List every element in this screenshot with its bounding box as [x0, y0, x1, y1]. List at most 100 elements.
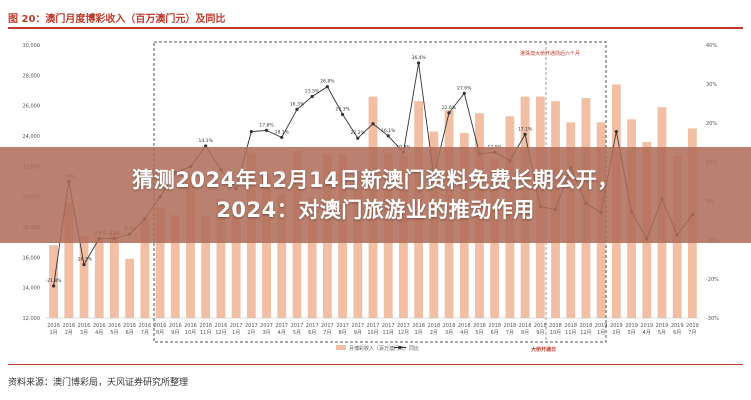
x-tick-month: 9月: [171, 330, 179, 336]
x-tick-month: 5月: [658, 330, 666, 336]
x-tick-month: 4月: [460, 330, 468, 336]
yoy-data-label: -16.3%: [76, 257, 93, 263]
headline-banner: 猜测2024年12月14日新澳门资料免费长期公开， 2024：对澳门旅游业的推动…: [0, 147, 751, 243]
x-tick-month: 1月: [232, 330, 240, 336]
x-tick-year: 2017: [306, 323, 319, 329]
bar: [353, 170, 363, 318]
x-tick-year: 2019: [640, 323, 653, 329]
x-tick-month: 5月: [475, 330, 483, 336]
yoy-point: [614, 129, 618, 134]
x-tick-month: 6月: [673, 330, 681, 336]
x-tick-year: 2017: [291, 323, 304, 329]
y-left-tick-label: 12,000: [23, 316, 41, 322]
x-tick-year: 2018: [458, 323, 471, 329]
x-tick-month: 3月: [80, 330, 88, 336]
x-tick-year: 2018: [427, 323, 440, 329]
x-tick-year: 2018: [534, 323, 547, 329]
x-tick-month: 5月: [293, 330, 301, 336]
yoy-point: [52, 284, 56, 288]
x-tick-month: 1月: [415, 330, 423, 336]
x-tick-year: 2017: [367, 323, 380, 329]
x-tick-month: 4月: [95, 330, 103, 336]
y-right-tick-label: 30%: [706, 82, 717, 88]
x-tick-year: 2016: [154, 323, 167, 329]
x-tick-month: 8月: [521, 330, 529, 336]
yoy-point: [204, 144, 208, 148]
legend-swatch-bar: [336, 345, 346, 350]
yoy-point: [340, 112, 345, 117]
y-right-tick-label: -20%: [706, 277, 719, 283]
x-tick-year: 2018: [488, 323, 501, 329]
bar: [125, 258, 135, 318]
x-tick-month: 3月: [627, 330, 635, 336]
yoy-data-label: 16.3%: [290, 101, 305, 107]
x-tick-year: 2017: [260, 323, 273, 329]
x-tick-year: 2017: [245, 323, 258, 329]
x-tick-month: 2月: [247, 330, 255, 336]
x-tick-year: 2017: [230, 323, 243, 329]
bar: [216, 198, 226, 318]
yoy-point: [417, 61, 421, 65]
legend-label-bar: 月博彩收入（百万澳门元）: [349, 345, 409, 352]
bar: [277, 193, 287, 318]
legend-label-line: 同比: [409, 345, 419, 352]
x-tick-year: 2019: [686, 323, 699, 329]
yoy-data-label: 22.2%: [351, 130, 366, 136]
x-tick-month: 11月: [565, 330, 576, 336]
yoy-point: [386, 134, 390, 138]
bridge-open-label: 大桥开通日: [531, 346, 556, 353]
x-tick-month: 2月: [612, 330, 620, 336]
y-left-tick-label: 16,000: [23, 255, 41, 261]
headline-line-1: 猜测2024年12月14日新澳门资料免费长期公开，: [132, 168, 619, 192]
x-tick-month: 7月: [141, 330, 149, 336]
bar: [155, 207, 165, 318]
x-tick-month: 4月: [643, 330, 651, 336]
x-tick-year: 2019: [595, 323, 608, 329]
legend-swatch-point: [398, 345, 402, 350]
x-tick-month: 12月: [215, 330, 226, 336]
yoy-point: [447, 111, 451, 115]
annotation-box-note: 港珠澳大桥开通前后六个月: [520, 50, 580, 57]
y-left-tick-label: 14,000: [23, 286, 41, 292]
x-tick-month: 2月: [430, 330, 438, 336]
y-right-tick-label: -30%: [706, 316, 719, 322]
x-tick-month: 12月: [580, 330, 591, 336]
bar: [110, 233, 119, 318]
x-tick-year: 2016: [123, 323, 136, 329]
yoy-point: [295, 107, 299, 111]
x-tick-year: 2019: [671, 323, 684, 329]
y-left-tick-label: 24,000: [23, 134, 41, 140]
x-tick-month: 9月: [536, 330, 544, 336]
y-left-tick-label: 28,000: [23, 73, 41, 79]
yoy-data-label: 14.1%: [199, 138, 214, 144]
yoy-data-label: 16.1%: [381, 128, 396, 134]
x-tick-year: 2018: [549, 323, 562, 329]
x-tick-year: 2016: [169, 323, 182, 329]
figure-title-rule: [8, 27, 743, 29]
yoy-data-label: 23.5%: [305, 88, 320, 94]
x-tick-month: 6月: [491, 330, 499, 336]
x-tick-year: 2017: [351, 323, 364, 329]
x-tick-month: 8月: [338, 330, 346, 336]
x-tick-year: 2018: [473, 323, 486, 329]
yoy-point: [82, 262, 86, 267]
x-tick-month: 1月: [50, 330, 58, 336]
yoy-point: [371, 122, 375, 126]
bar: [201, 216, 211, 318]
x-tick-year: 2016: [47, 323, 60, 329]
bar: [64, 202, 74, 318]
x-tick-year: 2018: [504, 323, 517, 329]
bar: [186, 173, 195, 318]
bar: [231, 207, 241, 318]
x-tick-month: 10月: [550, 330, 561, 336]
x-tick-month: 10月: [367, 330, 378, 336]
y-left-tick-label: 26,000: [23, 104, 41, 110]
x-tick-month: 7月: [323, 330, 331, 336]
x-tick-year: 2016: [184, 323, 197, 329]
x-tick-month: 2月: [65, 330, 73, 336]
yoy-data-label: 22.6%: [442, 105, 457, 111]
yoy-data-label: 17.8%: [259, 122, 274, 128]
yoy-point: [280, 135, 284, 140]
x-tick-year: 2016: [93, 323, 106, 329]
x-tick-month: 3月: [445, 330, 453, 336]
